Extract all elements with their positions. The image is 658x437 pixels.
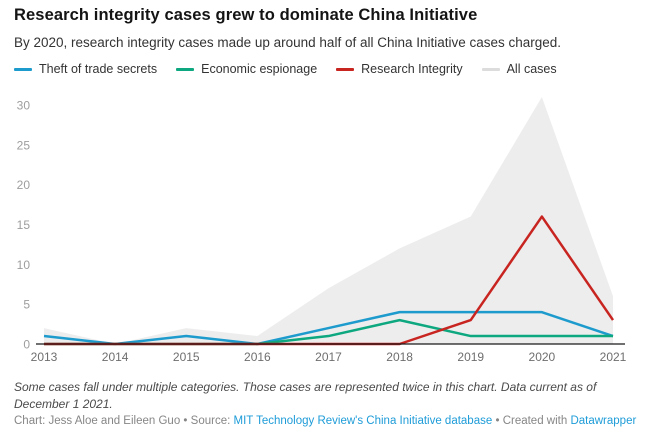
- theft-of-trade-secrets-legend-swatch: [14, 67, 32, 71]
- y-axis-tick-label: 15: [17, 218, 31, 232]
- footnote: Some cases fall under multiple categorie…: [14, 380, 597, 411]
- credit-separator-2: •: [495, 415, 500, 427]
- x-axis-tick-label: 2016: [244, 350, 271, 364]
- credit-chart-byline: Chart: Jess Aloe and Eileen Guo: [14, 415, 181, 427]
- legend-label: Theft of trade secrets: [39, 62, 158, 76]
- legend-item-all-cases: All cases: [481, 62, 557, 76]
- x-axis-tick-label: 2021: [600, 350, 627, 364]
- legend: Theft of trade secrets Economic espionage…: [14, 62, 557, 76]
- y-axis-tick-label: 0: [23, 338, 30, 352]
- chart-subtitle: By 2020, research integrity cases made u…: [14, 35, 562, 50]
- credit-separator: •: [183, 415, 188, 427]
- y-axis-tick-label: 10: [17, 258, 31, 272]
- x-axis-tick-label: 2018: [386, 350, 413, 364]
- legend-label: Research Integrity: [361, 62, 463, 76]
- credit-source-label: Source:: [190, 415, 231, 427]
- source-link[interactable]: MIT Technology Review's China Initiative…: [233, 415, 493, 427]
- datawrapper-link[interactable]: Datawrapper: [570, 415, 637, 427]
- x-axis-tick-label: 2013: [31, 350, 58, 364]
- legend-item-research-integrity: Research Integrity: [336, 62, 463, 76]
- all-cases-legend-swatch: [481, 67, 500, 71]
- legend-label: All cases: [506, 62, 557, 76]
- theft-of-trade-secrets-line: [43, 310, 614, 346]
- y-axis-tick-label: 30: [17, 99, 31, 113]
- y-axis-tick-label: 25: [17, 138, 31, 152]
- credit-line: Chart: Jess Aloe and Eileen Guo • Source…: [14, 415, 636, 427]
- x-axis-tick-label: 2017: [315, 350, 342, 364]
- economic-espionage-legend-swatch: [176, 67, 195, 71]
- legend-item-economic-espionage: Economic espionage: [176, 62, 317, 76]
- x-axis-tick-label: 2015: [173, 350, 200, 364]
- y-axis-tick-label: 5: [23, 298, 30, 312]
- legend-label: Economic espionage: [201, 62, 318, 76]
- page-title: Research integrity cases grew to dominat…: [14, 6, 478, 24]
- x-axis-tick-label: 2014: [102, 350, 129, 364]
- y-axis-tick-label: 20: [17, 178, 31, 192]
- chart-svg: 0 5 10 15 20 25 30 2013 2014 2015 2016 2017 2018 2019…: [17, 97, 627, 364]
- all-cases-area: [44, 97, 613, 345]
- x-axis-tick-label: 2019: [457, 350, 484, 364]
- credit-created-with-label: Created with: [502, 415, 568, 427]
- x-axis-tick-label: 2020: [529, 350, 556, 364]
- legend-item-theft-of-trade-secrets: Theft of trade secrets: [14, 62, 157, 76]
- research-integrity-legend-swatch: [336, 67, 355, 71]
